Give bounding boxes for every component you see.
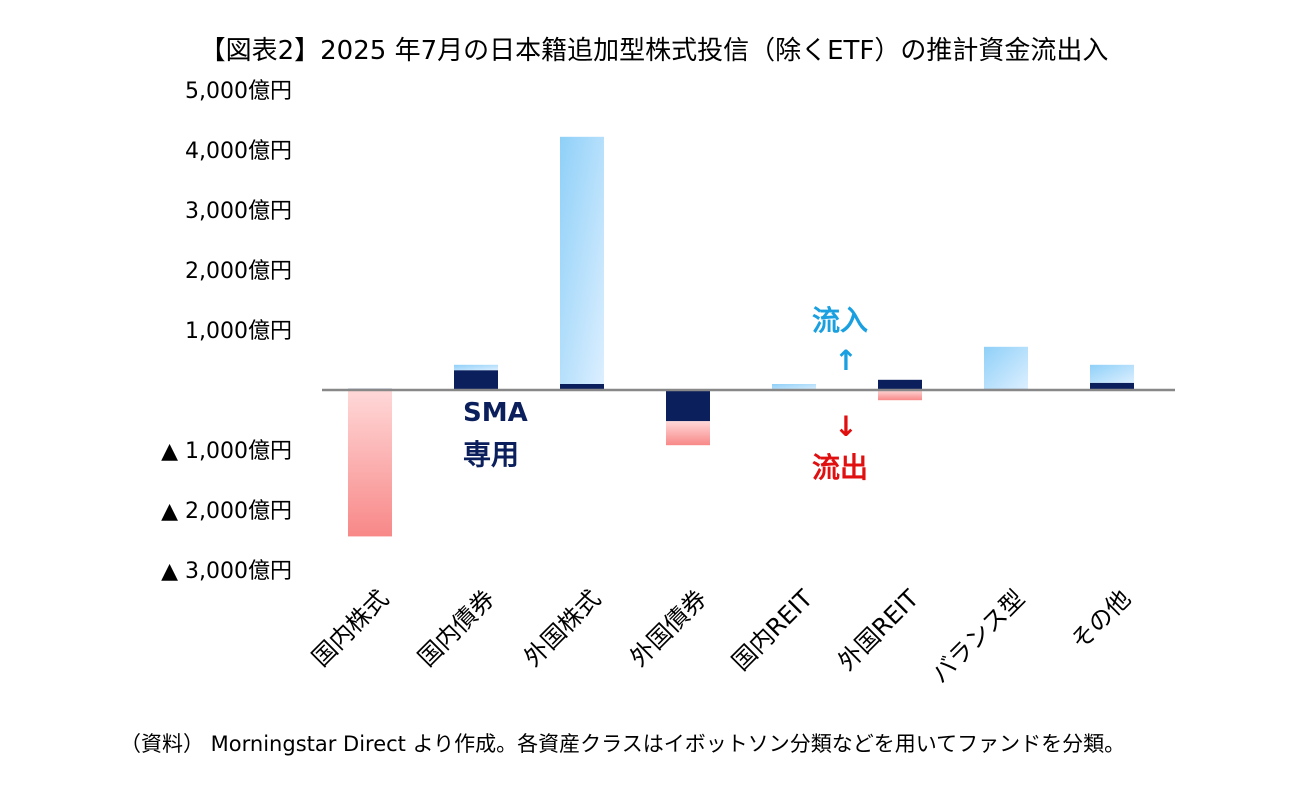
sma-label: SMA — [463, 398, 528, 428]
x-tick-label: 国内債券 — [413, 584, 501, 672]
x-tick-label: 国内REIT — [727, 584, 819, 676]
x-tick-label: バランス型 — [926, 584, 1030, 688]
x-tick-label: 外国株式 — [519, 584, 607, 672]
bar-sma-5 — [878, 379, 922, 390]
bar-sma-3 — [666, 390, 710, 422]
inflow-label: 流入 — [812, 304, 868, 337]
y-tick-label: 1,000億円 — [185, 319, 292, 344]
x-tick-label: その他 — [1066, 584, 1137, 655]
x-tick-label: 国内株式 — [307, 584, 395, 672]
bar-other-5 — [878, 390, 922, 401]
bar-other-3 — [666, 421, 710, 446]
bar-other-4 — [772, 384, 816, 390]
footnote: （資料） Morningstar Direct より作成。各資産クラスはイボット… — [120, 732, 1126, 756]
y-tick-label: ▲ 1,000億円 — [161, 439, 292, 464]
y-tick-label: 4,000億円 — [185, 139, 292, 164]
bar-sma-7 — [1090, 382, 1134, 390]
bar-sma-1 — [454, 370, 498, 390]
bar-other-6 — [984, 346, 1028, 389]
y-tick-label: ▲ 3,000億円 — [161, 559, 292, 584]
x-tick-label: 外国債券 — [625, 584, 713, 672]
bar-other-2 — [560, 136, 604, 384]
bar-other-7 — [1090, 364, 1134, 383]
outflow-arrow-icon: ↓ — [834, 410, 857, 443]
sma-label-2: 専用 — [463, 438, 519, 471]
y-tick-label: 5,000億円 — [185, 79, 292, 104]
bar-sma-2 — [560, 384, 604, 390]
chart-title: 【図表2】2025 年7月の日本籍追加型株式投信（除くETF）の推計資金流出入 — [199, 36, 1109, 66]
y-tick-label: 2,000億円 — [185, 259, 292, 284]
bar-other-1 — [454, 364, 498, 371]
x-tick-label: 外国REIT — [833, 584, 925, 676]
bar-other-0 — [348, 390, 392, 537]
outflow-label: 流出 — [812, 451, 868, 484]
y-tick-label: 3,000億円 — [185, 199, 292, 224]
y-tick-label: ▲ 2,000億円 — [161, 499, 292, 524]
inflow-arrow-icon: ↑ — [834, 344, 857, 377]
